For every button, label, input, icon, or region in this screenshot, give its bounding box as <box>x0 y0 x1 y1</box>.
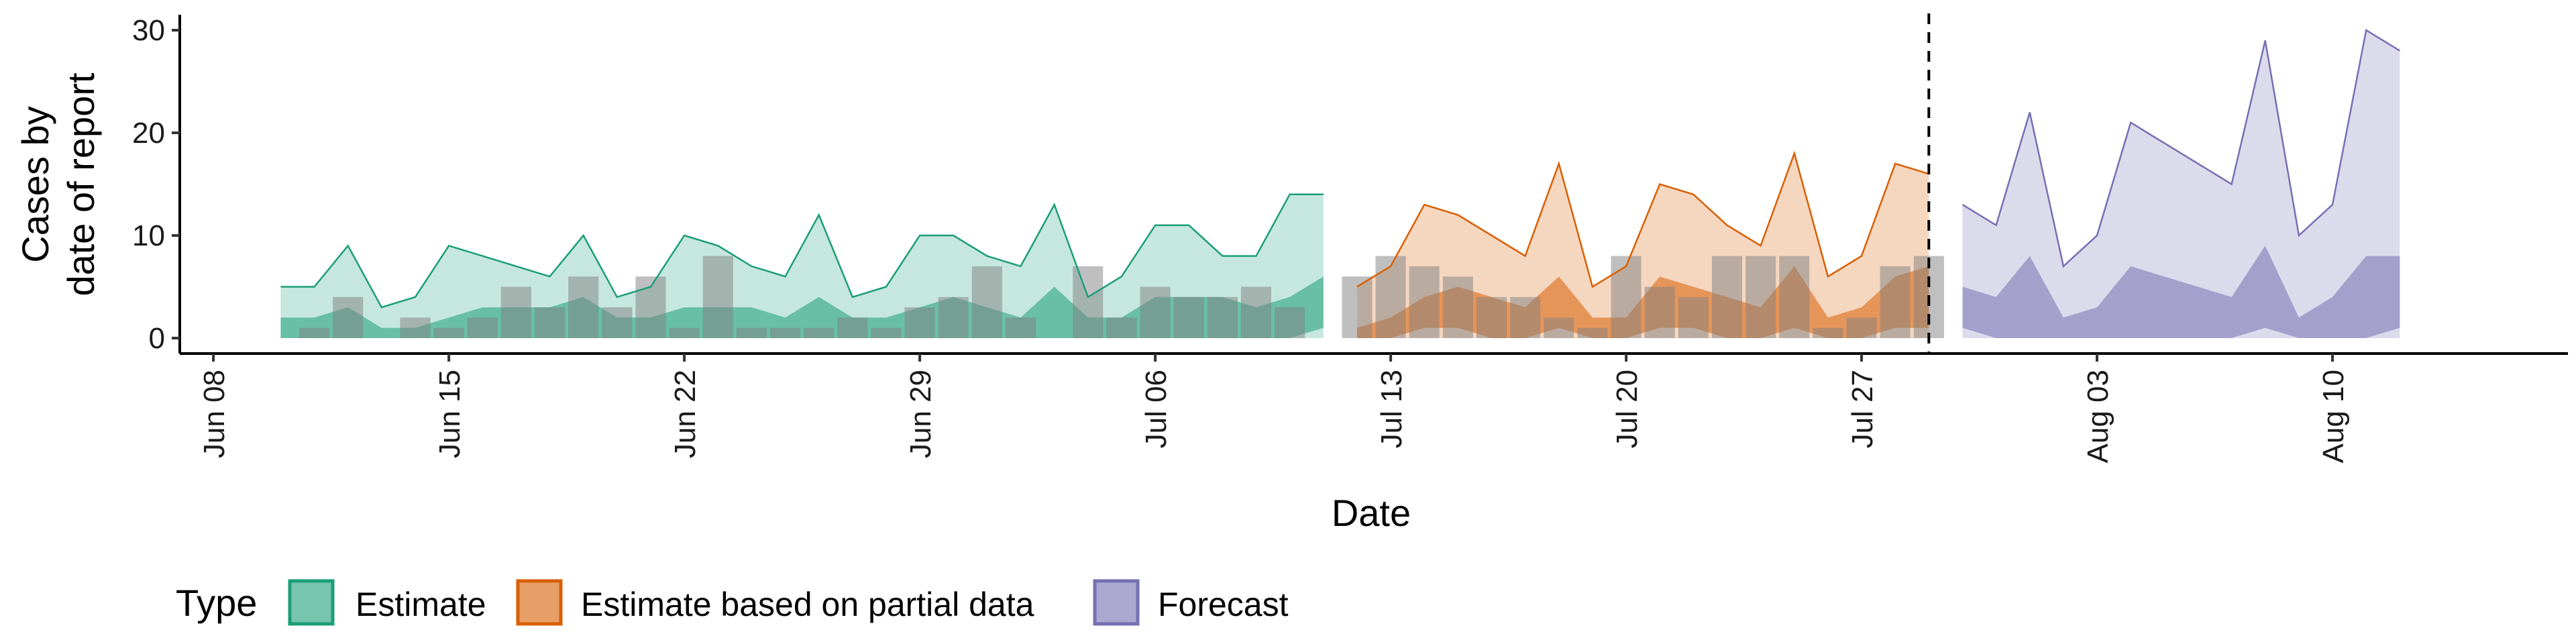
legend-label-partial-estimate: Estimate based on partial data <box>581 586 1034 623</box>
observed-bar <box>804 327 835 338</box>
observed-bar <box>837 317 868 338</box>
observed-bar <box>938 297 969 338</box>
y-tick-label: 0 <box>149 322 165 355</box>
observed-bar <box>1173 297 1204 338</box>
x-tick-label: Jul 27 <box>1846 370 1879 448</box>
legend-label-estimate: Estimate <box>356 586 486 623</box>
x-tick-label: Aug 03 <box>2082 370 2114 463</box>
observed-bar <box>1746 256 1776 338</box>
upper-line-series-1 <box>1356 150 1929 288</box>
observed-bar <box>602 307 633 338</box>
observed-bar <box>1006 317 1036 338</box>
observed-bar <box>971 266 1002 338</box>
observed-bar <box>1476 297 1507 338</box>
legend: Type Estimate Estimate based on partial … <box>176 579 1289 626</box>
observed-bar <box>736 327 767 338</box>
observed-bar <box>1409 266 1440 338</box>
legend-title: Type <box>176 582 257 624</box>
legend-label-forecast: Forecast <box>1158 586 1289 623</box>
y-axis-ticks: 0 10 20 30 <box>132 14 180 355</box>
observed-bar <box>1375 256 1406 338</box>
band-50-series-2 <box>1962 246 2400 338</box>
x-tick-label: Jul 20 <box>1611 370 1644 448</box>
observed-bar <box>299 327 330 338</box>
legend-key-partial-estimate <box>516 579 563 626</box>
observed-bar <box>568 276 599 338</box>
observed-bar <box>1611 256 1642 338</box>
legend-key-estimate <box>288 579 335 626</box>
observed-bar <box>1510 297 1541 338</box>
observed-bar <box>467 317 498 338</box>
observed-bar <box>904 307 935 338</box>
observed-bar <box>1880 266 1911 338</box>
observed-bar <box>333 297 364 338</box>
x-axis-title: Date <box>1332 492 1411 534</box>
series-upper-lines <box>280 28 2400 309</box>
observed-bar <box>1644 286 1675 338</box>
observed-bar <box>1813 327 1843 338</box>
observed-bar <box>1342 276 1373 338</box>
observed-bar <box>1275 307 1305 338</box>
x-tick-label: Jun 29 <box>904 370 937 458</box>
observed-cases-bars <box>299 256 1944 338</box>
observed-bar <box>1140 286 1171 338</box>
observed-bar <box>1073 266 1104 338</box>
observed-bar <box>1678 297 1709 338</box>
observed-bar <box>500 286 531 338</box>
observed-bar <box>400 317 431 338</box>
observed-bar <box>1711 256 1742 338</box>
observed-bar <box>1577 327 1608 338</box>
observed-bar <box>535 307 566 338</box>
y-tick-label: 10 <box>132 219 165 252</box>
observed-bar <box>1779 256 1810 338</box>
x-tick-label: Jun 22 <box>669 370 702 458</box>
observed-bar <box>1207 297 1238 338</box>
band-90-series-2 <box>1962 30 2400 338</box>
observed-bar <box>1442 276 1473 338</box>
upper-line-series-2 <box>1962 28 2400 268</box>
y-axis-title-line2: date of report <box>60 72 102 297</box>
observed-bar <box>433 327 464 338</box>
observed-bar <box>1846 317 1877 338</box>
observed-bar <box>871 327 902 338</box>
legend-key-forecast <box>1093 579 1140 626</box>
upper-line-series-0 <box>280 193 1324 309</box>
y-axis-title-line1: Cases by <box>14 106 56 262</box>
x-tick-label: Jun 08 <box>198 370 231 458</box>
observed-bar <box>1240 286 1271 338</box>
x-tick-label: Jul 06 <box>1140 370 1173 448</box>
x-axis-ticks: Jun 08 Jun 15 Jun 22 Jun 29 Jul 06 Jul 13 Jul … <box>198 354 2350 463</box>
observed-bar <box>770 327 801 338</box>
x-tick-label: Jul 13 <box>1375 370 1408 448</box>
observed-bar <box>1106 317 1137 338</box>
x-tick-label: Aug 10 <box>2317 370 2350 463</box>
observed-bar <box>669 327 700 338</box>
y-tick-label: 30 <box>132 14 165 47</box>
y-tick-label: 20 <box>132 117 165 150</box>
x-tick-label: Jun 15 <box>433 370 466 458</box>
observed-bar <box>1544 317 1574 338</box>
series-bands <box>280 30 2400 338</box>
observed-bar <box>702 256 733 338</box>
